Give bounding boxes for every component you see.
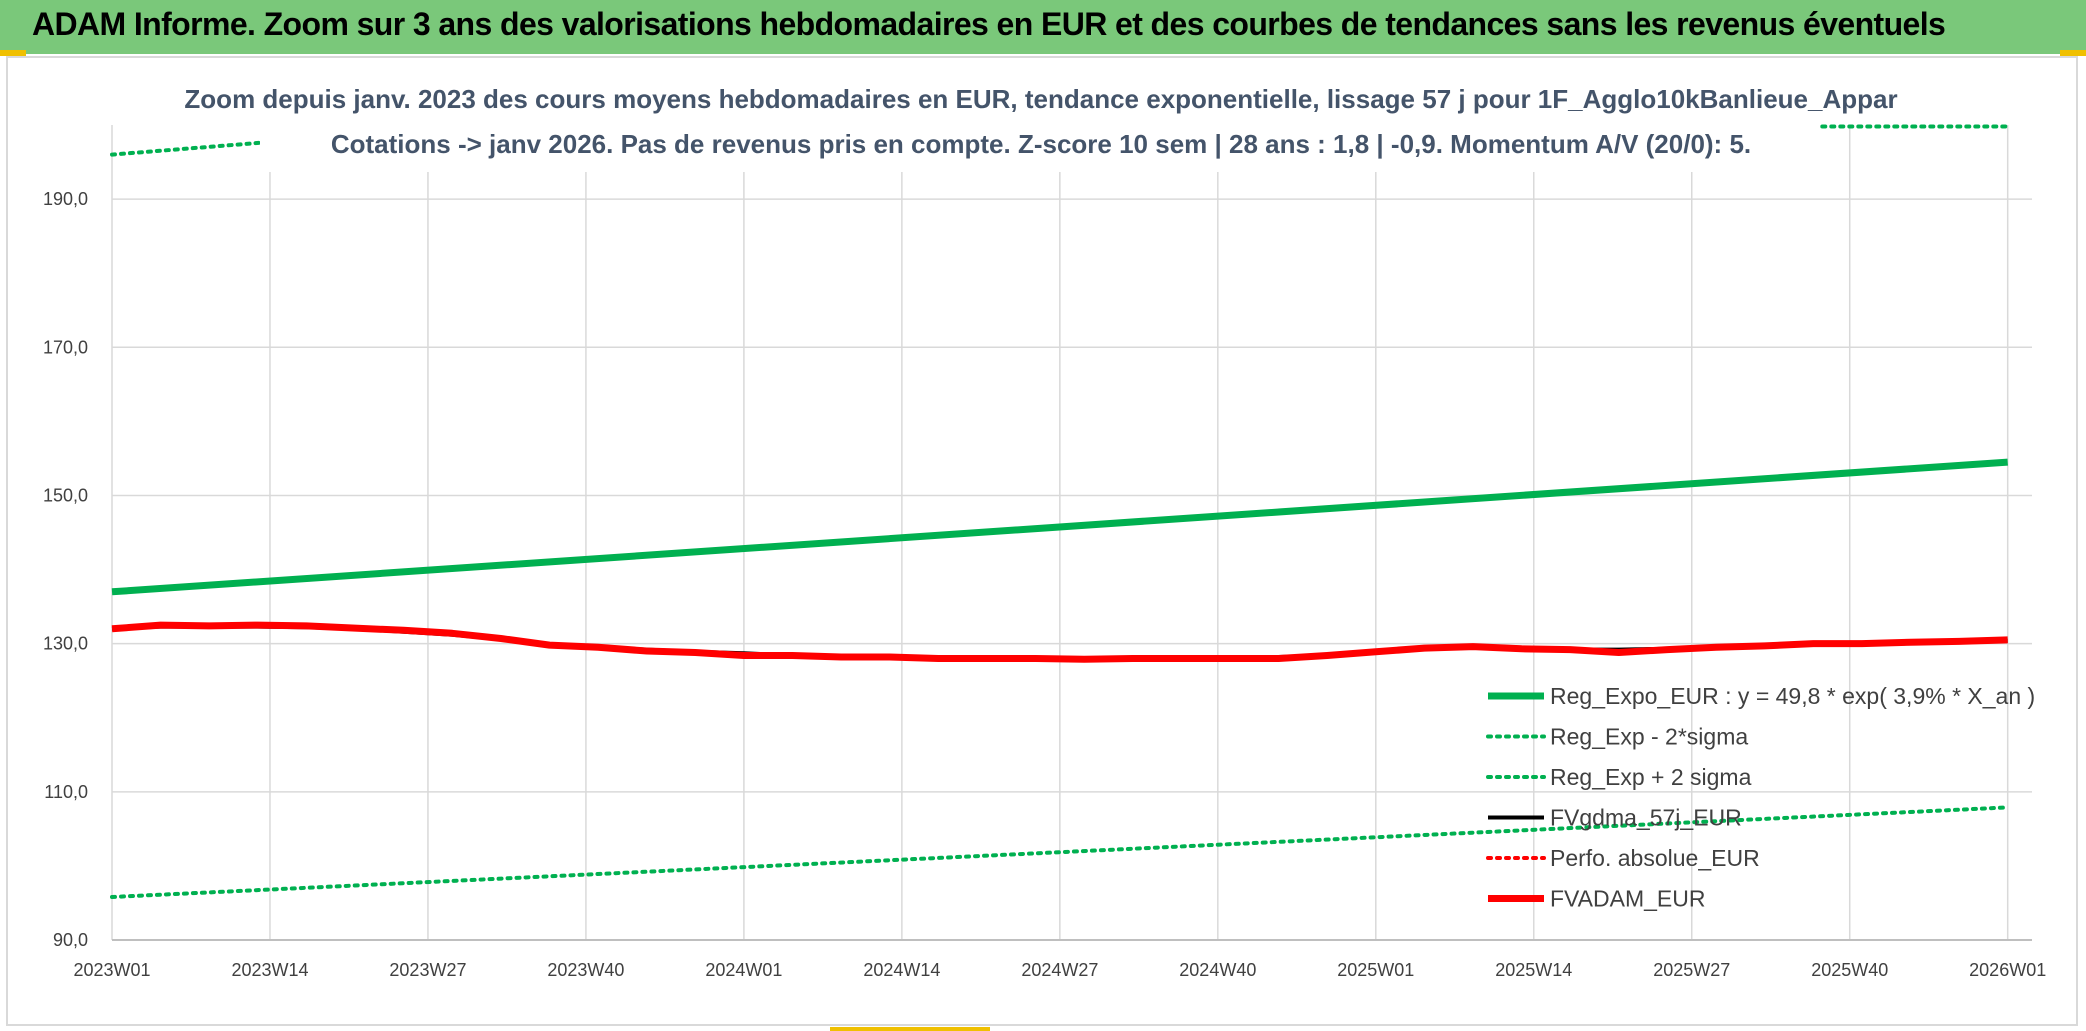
legend-label: Perfo. absolue_EUR — [1550, 845, 1760, 871]
y-tick-label: 170,0 — [43, 337, 88, 357]
title-background — [260, 80, 1820, 172]
y-tick-label: 150,0 — [43, 485, 88, 505]
x-tick-label: 2024W40 — [1179, 960, 1256, 980]
report-title: ADAM Informe. Zoom sur 3 ans des valoris… — [32, 6, 1946, 42]
legend-label: Reg_Exp + 2 sigma — [1550, 764, 1752, 790]
chart-subtitle: Cotations -> janv 2026. Pas de revenus p… — [331, 129, 1751, 159]
y-tick-label: 190,0 — [43, 189, 88, 209]
legend-label: Reg_Exp - 2*sigma — [1550, 724, 1748, 750]
series-line-2 — [110, 140, 272, 157]
x-tick-label: 2024W14 — [863, 960, 940, 980]
x-tick-label: 2023W40 — [547, 960, 624, 980]
y-tick-label: 130,0 — [43, 634, 88, 654]
y-tick-label: 110,0 — [44, 782, 88, 802]
x-tick-label: 2024W27 — [1021, 960, 1098, 980]
x-tick-label: 2023W01 — [73, 960, 150, 980]
legend-label: FVgdma_57j_EUR — [1550, 805, 1742, 831]
x-tick-label: 2025W14 — [1495, 960, 1572, 980]
frame-accent-bottom — [830, 1027, 990, 1031]
banner-accent-left — [0, 50, 26, 56]
series-line-0 — [111, 458, 2008, 596]
x-tick-label: 2023W14 — [231, 960, 308, 980]
x-tick-label: 2025W27 — [1653, 960, 1730, 980]
x-tick-label: 2023W27 — [389, 960, 466, 980]
report-banner: ADAM Informe. Zoom sur 3 ans des valoris… — [0, 0, 2086, 54]
legend-label: Reg_Expo_EUR : y = 49,8 * exp( 3,9% * X_… — [1550, 683, 2035, 709]
y-tick-label: 90,0 — [53, 930, 88, 950]
x-tick-label: 2025W40 — [1811, 960, 1888, 980]
chart-frame — [6, 56, 2078, 1026]
series-line-1 — [110, 805, 2010, 899]
legend-label: FVADAM_EUR — [1550, 886, 1706, 912]
x-tick-label: 2026W01 — [1969, 960, 2046, 980]
x-tick-label: 2024W01 — [705, 960, 782, 980]
series-line-5 — [111, 621, 2008, 663]
x-tick-label: 2025W01 — [1337, 960, 1414, 980]
banner-accent-right — [2060, 50, 2086, 56]
chart-title: Zoom depuis janv. 2023 des cours moyens … — [184, 84, 1897, 114]
